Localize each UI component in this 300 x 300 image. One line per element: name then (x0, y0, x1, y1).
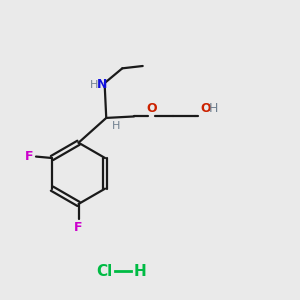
Text: O: O (146, 102, 157, 115)
Text: H: H (134, 263, 147, 278)
Text: Cl: Cl (96, 263, 112, 278)
Text: F: F (74, 221, 83, 234)
Text: O: O (200, 102, 211, 115)
Text: H: H (112, 122, 120, 131)
Text: N: N (97, 79, 108, 92)
Text: H: H (90, 80, 98, 90)
Text: H: H (209, 102, 219, 115)
Text: F: F (25, 150, 34, 163)
